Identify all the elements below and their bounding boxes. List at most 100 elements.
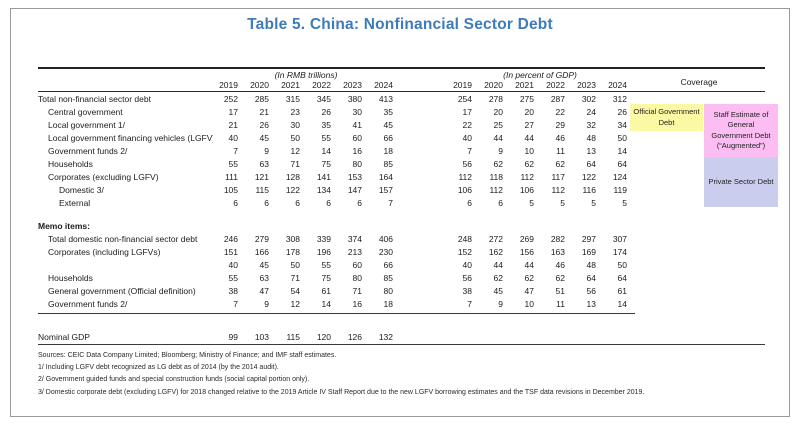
value-rmb-trillions: 45	[259, 259, 269, 270]
value-rmb-trillions: 80	[352, 272, 362, 283]
value-percent-gdp: 10	[524, 298, 534, 309]
value-percent-gdp: 44	[524, 132, 534, 143]
value-percent-gdp: 48	[586, 259, 596, 270]
value-rmb-trillions: 14	[321, 145, 331, 156]
value-percent-gdp: 307	[612, 233, 627, 244]
value-rmb-trillions: 7	[233, 298, 238, 309]
value-percent-gdp: 26	[617, 106, 627, 117]
value-percent-gdp: 46	[555, 132, 565, 143]
value-rmb-trillions: 380	[347, 93, 362, 104]
row-label: Nominal GDP	[38, 331, 90, 342]
year-header: 2023	[343, 80, 362, 90]
row-label: Local government financing vehicles (LGF…	[48, 132, 213, 143]
value-rmb-trillions: 55	[228, 272, 238, 283]
footnote-line: 2/ Government guided funds and special c…	[38, 376, 310, 384]
value-rmb-trillions: 147	[347, 184, 362, 195]
value-percent-gdp: 44	[493, 259, 503, 270]
column-group-percent-gdp: (In percent of GDP)	[503, 70, 577, 80]
value-percent-gdp: 282	[550, 233, 565, 244]
year-header: 2020	[250, 80, 269, 90]
value-percent-gdp: 269	[519, 233, 534, 244]
table-row: Total non-financial sector debt 252 285 315…	[38, 92, 765, 105]
value-percent-gdp: 10	[524, 145, 534, 156]
year-header: 2021	[515, 80, 534, 90]
value-percent-gdp: 64	[617, 272, 627, 283]
value-rmb-trillions: 26	[321, 106, 331, 117]
value-percent-gdp: 46	[555, 259, 565, 270]
value-rmb-trillions: 30	[290, 119, 300, 130]
value-percent-gdp: 6	[498, 197, 503, 208]
value-percent-gdp: 112	[489, 184, 503, 195]
section-gap	[38, 209, 765, 219]
value-rmb-trillions: 103	[254, 331, 269, 342]
table-row: Households 55 63 71 75 80 85 56 62 62 62 64 64	[38, 271, 765, 284]
value-rmb-trillions: 18	[383, 298, 393, 309]
row-label: Domestic 3/	[59, 184, 104, 195]
year-header: 2019	[219, 80, 238, 90]
value-percent-gdp: 56	[462, 158, 472, 169]
value-percent-gdp: 9	[498, 145, 503, 156]
value-rmb-trillions: 35	[321, 119, 331, 130]
value-rmb-trillions: 134	[316, 184, 331, 195]
value-rmb-trillions: 45	[259, 132, 269, 143]
value-percent-gdp: 11	[556, 298, 565, 309]
value-rmb-trillions: 126	[347, 331, 362, 342]
value-rmb-trillions: 121	[254, 171, 269, 182]
value-percent-gdp: 62	[524, 158, 534, 169]
value-rmb-trillions: 9	[264, 298, 269, 309]
value-rmb-trillions: 157	[378, 184, 393, 195]
value-percent-gdp: 106	[457, 184, 472, 195]
value-percent-gdp: 64	[586, 158, 596, 169]
footnote-line: Sources: CEIC Data Company Limited; Bloo…	[38, 352, 337, 359]
value-percent-gdp: 272	[488, 233, 503, 244]
value-percent-gdp: 64	[586, 272, 596, 283]
value-rmb-trillions: 55	[228, 158, 238, 169]
value-rmb-trillions: 18	[383, 145, 393, 156]
table-row: Government funds 2/7 9 12 14 16 18 7 9 10 11 13 14	[38, 297, 765, 310]
value-percent-gdp: 112	[458, 171, 472, 182]
value-rmb-trillions: 105	[223, 184, 238, 195]
value-percent-gdp: 287	[550, 93, 565, 104]
footnote-line: 3/ Domestic corporate debt (excluding LG…	[38, 388, 645, 396]
value-rmb-trillions: 6	[264, 197, 269, 208]
year-header: 2020	[484, 80, 503, 90]
value-percent-gdp: 62	[555, 158, 565, 169]
value-percent-gdp: 62	[493, 272, 503, 283]
value-rmb-trillions: 14	[321, 298, 331, 309]
value-percent-gdp: 152	[457, 246, 472, 257]
value-rmb-trillions: 153	[347, 171, 362, 182]
value-rmb-trillions: 406	[378, 233, 393, 244]
value-percent-gdp: 29	[555, 119, 565, 130]
footnote-line: 1/ Including LGFV debt recognized as LG …	[38, 364, 279, 372]
value-rmb-trillions: 151	[223, 246, 238, 257]
year-header: 2023	[577, 80, 596, 90]
value-rmb-trillions: 55	[321, 132, 331, 143]
value-rmb-trillions: 47	[259, 285, 269, 296]
value-percent-gdp: 56	[586, 285, 596, 296]
value-rmb-trillions: 35	[383, 106, 393, 117]
value-percent-gdp: 116	[582, 184, 596, 195]
year-header: 2019	[453, 80, 472, 90]
value-percent-gdp: 38	[462, 285, 472, 296]
row-label: Local government 1/	[48, 119, 126, 130]
row-label: Total non-financial sector debt	[38, 93, 151, 104]
value-rmb-trillions: 85	[383, 272, 393, 283]
value-percent-gdp: 5	[591, 197, 596, 208]
value-rmb-trillions: 6	[326, 197, 331, 208]
value-percent-gdp: 254	[457, 93, 472, 104]
value-percent-gdp: 297	[581, 233, 596, 244]
value-percent-gdp: 13	[586, 145, 596, 156]
memo-heading-row: Memo items:	[38, 219, 765, 232]
value-percent-gdp: 62	[493, 158, 503, 169]
page-border-frame	[10, 8, 790, 417]
value-rmb-trillions: 12	[290, 298, 300, 309]
value-percent-gdp: 44	[524, 259, 534, 270]
value-percent-gdp: 44	[493, 132, 503, 143]
value-rmb-trillions: 26	[259, 119, 269, 130]
value-rmb-trillions: 75	[321, 158, 331, 169]
value-rmb-trillions: 71	[352, 285, 362, 296]
value-rmb-trillions: 279	[254, 233, 269, 244]
value-percent-gdp: 275	[519, 93, 534, 104]
value-rmb-trillions: 17	[228, 106, 238, 117]
